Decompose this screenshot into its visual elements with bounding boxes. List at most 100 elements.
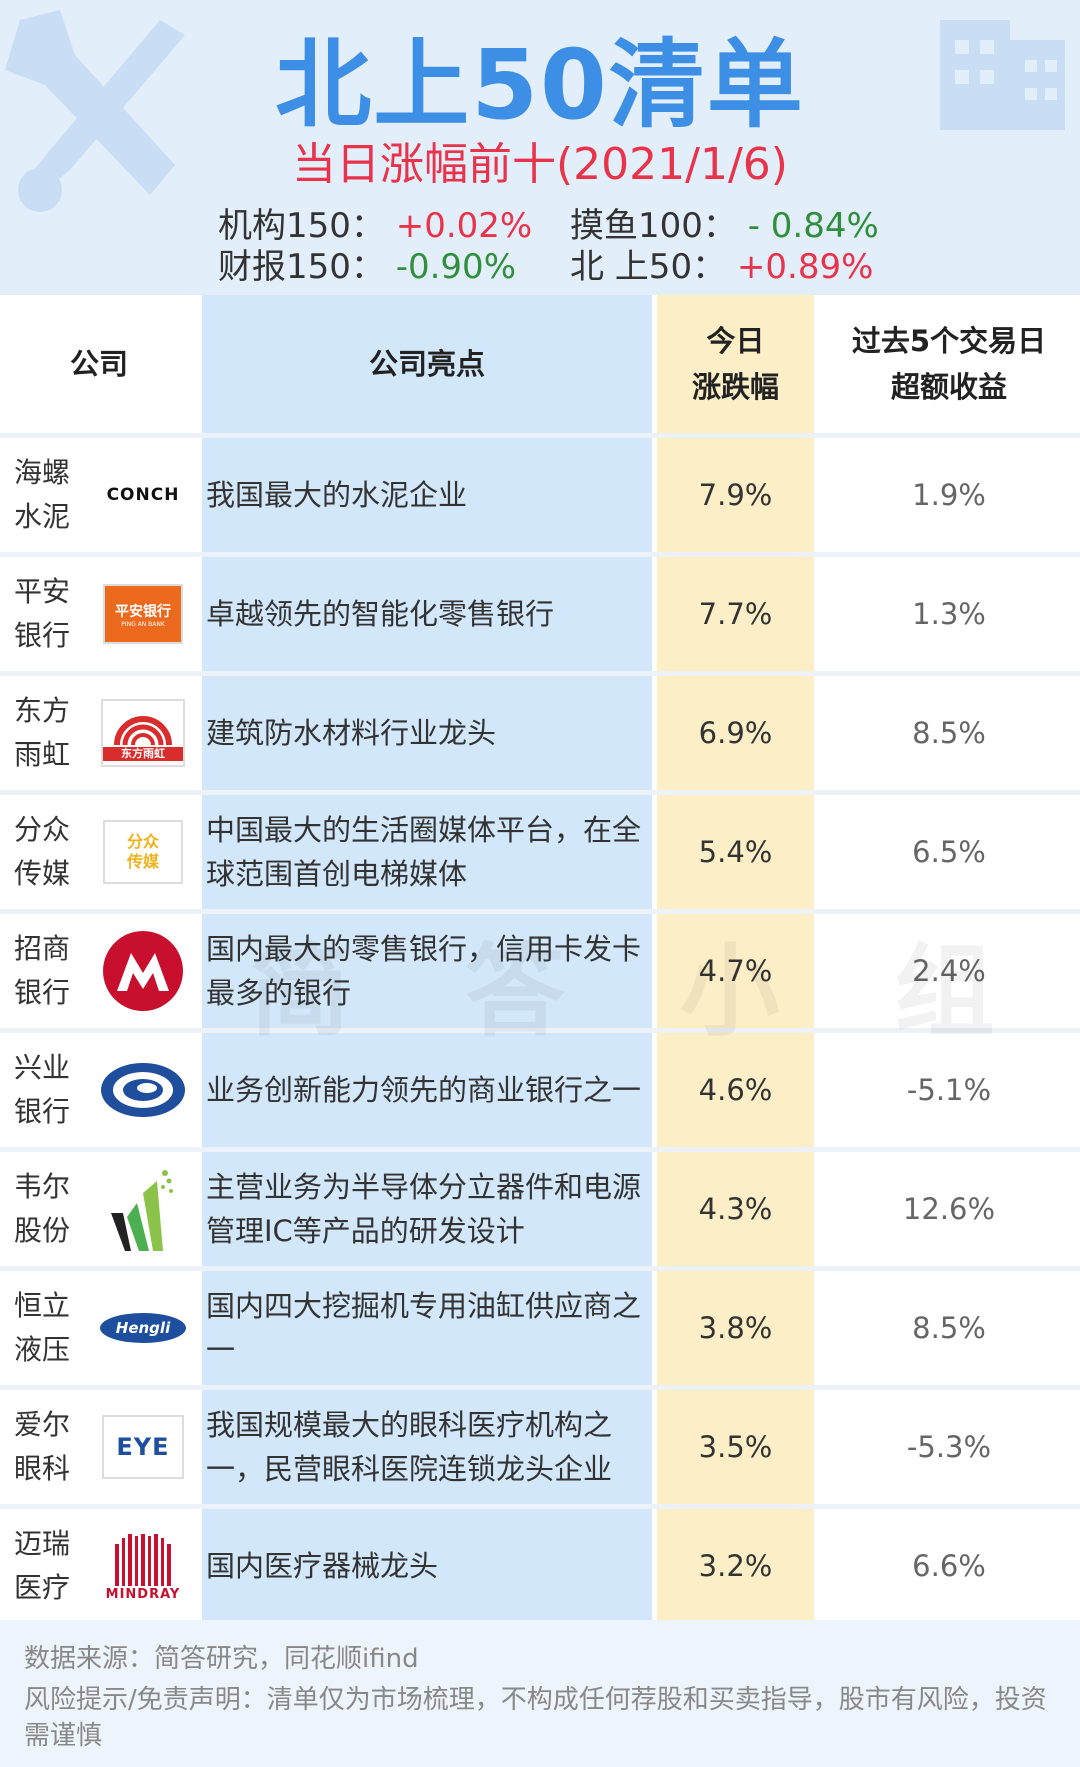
today-change: 4.7% xyxy=(657,914,814,1028)
header-change-line1: 今日 xyxy=(706,324,765,358)
index-jigou150: 机构150： +0.02% xyxy=(218,206,532,246)
index-value: +0.02% xyxy=(395,206,533,246)
disclaimer: 风险提示/免责声明：清单仅为市场梳理，不构成任何荐股和买卖指导，股市有风险，投资… xyxy=(24,1685,1047,1751)
row-divider xyxy=(0,1147,1080,1152)
row-divider xyxy=(0,909,1080,914)
company-name: 恒立 液压 xyxy=(0,1271,88,1385)
yuhong-logo: 东方雨虹 xyxy=(101,699,185,767)
company-highlight: 国内四大挖掘机专用油缸供应商之一 xyxy=(202,1271,652,1385)
header-change-line2: 涨跌幅 xyxy=(691,370,779,404)
index-value: +0.89% xyxy=(736,247,874,287)
index-value: - 0.84% xyxy=(747,206,879,246)
excess-return: -5.3% xyxy=(818,1390,1080,1504)
company-highlight: 我国规模最大的眼科医疗机构之一，民营眼科医院连锁龙头企业 xyxy=(202,1390,652,1504)
today-change: 7.9% xyxy=(657,438,814,552)
table-row: 招商 银行 国内最大的零售银行，信用卡发卡最多的银行 4.7% 2.4% xyxy=(0,914,1080,1028)
header-highlight: 公司亮点 xyxy=(202,295,652,433)
index-caibao150: 财报150： -0.90% xyxy=(218,247,516,287)
excess-return: 12.6% xyxy=(818,1152,1080,1266)
header-change: 今日 涨跌幅 xyxy=(657,295,814,433)
company-name: 招商 银行 xyxy=(0,914,88,1028)
company-logo: CONCH xyxy=(88,438,198,552)
company-logo: Hengli xyxy=(88,1271,198,1385)
row-divider xyxy=(0,1385,1080,1390)
page-subtitle: 当日涨幅前十(2021/1/6) xyxy=(292,139,788,190)
table-row: 恒立 液压 Hengli 国内四大挖掘机专用油缸供应商之一 3.8% 8.5% xyxy=(0,1271,1080,1385)
row-divider xyxy=(0,790,1080,795)
company-logo: 平安银行 PING AN BANK xyxy=(88,557,198,671)
index-value: -0.90% xyxy=(395,247,516,287)
index-label: 摸鱼100： xyxy=(570,206,737,246)
company-logo xyxy=(88,914,198,1028)
company-logo: MINDRAY xyxy=(88,1509,198,1623)
row-divider xyxy=(0,1266,1080,1271)
excess-return: -5.1% xyxy=(818,1033,1080,1147)
index-moyu100: 摸鱼100： - 0.84% xyxy=(570,206,879,246)
today-change: 3.2% xyxy=(657,1509,814,1623)
company-name: 平安 银行 xyxy=(0,557,88,671)
company-name: 分众 传媒 xyxy=(0,795,88,909)
index-label: 财报150： xyxy=(218,247,385,287)
excess-return: 6.5% xyxy=(818,795,1080,909)
company-highlight: 业务创新能力领先的商业银行之一 xyxy=(202,1033,652,1147)
row-divider xyxy=(0,1028,1080,1033)
company-highlight: 中国最大的生活圈媒体平台，在全球范围首创电梯媒体 xyxy=(202,795,652,909)
company-name: 兴业 银行 xyxy=(0,1033,88,1147)
company-name: 韦尔 股份 xyxy=(0,1152,88,1266)
company-name: 迈瑞 医疗 xyxy=(0,1509,88,1623)
row-divider xyxy=(0,552,1080,557)
table-row: 韦尔 股份 主营业务为半导体分立器件和电源管理IC等产品的研发设计 4.3% 12… xyxy=(0,1152,1080,1266)
table-row: 兴业 银行 业务创新能力领先的商业银行之一 4.6% -5.1% xyxy=(0,1033,1080,1147)
excess-return: 8.5% xyxy=(818,1271,1080,1385)
company-name: 东方 雨虹 xyxy=(0,676,88,790)
excess-return: 8.5% xyxy=(818,676,1080,790)
today-change: 3.5% xyxy=(657,1390,814,1504)
excess-return: 6.6% xyxy=(818,1509,1080,1623)
company-logo xyxy=(88,1033,198,1147)
company-name: 爱尔 眼科 xyxy=(0,1390,88,1504)
company-logo: 分众传媒 xyxy=(88,795,198,909)
company-highlight: 国内医疗器械龙头 xyxy=(202,1509,652,1623)
header-company: 公司 xyxy=(0,295,198,433)
table-row: 分众 传媒 分众传媒 中国最大的生活圈媒体平台，在全球范围首创电梯媒体 5.4% … xyxy=(0,795,1080,909)
barcode-icon xyxy=(115,1534,171,1586)
company-highlight: 卓越领先的智能化零售银行 xyxy=(202,557,652,671)
today-change: 4.6% xyxy=(657,1033,814,1147)
watermark: 简 答 小 组 xyxy=(250,933,1035,1050)
hengli-logo: Hengli xyxy=(100,1313,186,1343)
header-excess: 过去5个交易日 超额收益 xyxy=(818,295,1080,433)
footer: 数据来源：简答研究，同花顺ifind 风险提示/免责声明：清单仅为市场梳理，不构… xyxy=(0,1620,1080,1767)
company-name: 海螺 水泥 xyxy=(0,438,88,552)
company-highlight: 我国最大的水泥企业 xyxy=(202,438,652,552)
today-change: 3.8% xyxy=(657,1271,814,1385)
building-icon xyxy=(940,20,1065,130)
company-logo xyxy=(88,1152,198,1266)
index-beishang50: 北 上50： +0.89% xyxy=(570,247,873,287)
focus-media-logo: 分众传媒 xyxy=(103,820,183,884)
company-highlight: 国内最大的零售银行，信用卡发卡最多的银行 xyxy=(202,914,652,1028)
company-highlight: 主营业务为半导体分立器件和电源管理IC等产品的研发设计 xyxy=(202,1152,652,1266)
conch-logo: CONCH xyxy=(106,485,180,505)
wrench-icon xyxy=(5,10,185,212)
excess-return: 1.9% xyxy=(818,438,1080,552)
page-title: 北上50清单 xyxy=(275,29,805,141)
cib-logo-icon xyxy=(101,1063,185,1117)
table-row: 迈瑞 医疗 MINDRAY 国内医疗器械龙头 3.2% 6.6% xyxy=(0,1509,1080,1623)
table-row: 平安 银行 平安银行 PING AN BANK 卓越领先的智能化零售银行 7.7%… xyxy=(0,557,1080,671)
header-excess-line1: 过去5个交易日 xyxy=(851,324,1047,358)
today-change: 4.3% xyxy=(657,1152,814,1266)
header-excess-line2: 超额收益 xyxy=(890,370,1007,404)
header-banner: 北上50清单 当日涨幅前十(2021/1/6) 机构150： +0.02% 摸鱼… xyxy=(0,0,1080,295)
will-logo-icon xyxy=(111,1170,173,1251)
index-label: 北 上50： xyxy=(570,247,727,287)
row-divider xyxy=(0,433,1080,438)
row-divider xyxy=(0,671,1080,676)
company-highlight: 建筑防水材料行业龙头 xyxy=(202,676,652,790)
index-label: 机构150： xyxy=(218,206,385,246)
excess-return: 1.3% xyxy=(818,557,1080,671)
today-change: 7.7% xyxy=(657,557,814,671)
table-row: 海螺 水泥 CONCH 我国最大的水泥企业 7.9% 1.9% xyxy=(0,438,1080,552)
rainbow-icon xyxy=(114,716,172,746)
aier-logo: EYE xyxy=(102,1415,184,1479)
data-source: 数据来源：简答研究，同花顺ifind xyxy=(24,1644,419,1674)
